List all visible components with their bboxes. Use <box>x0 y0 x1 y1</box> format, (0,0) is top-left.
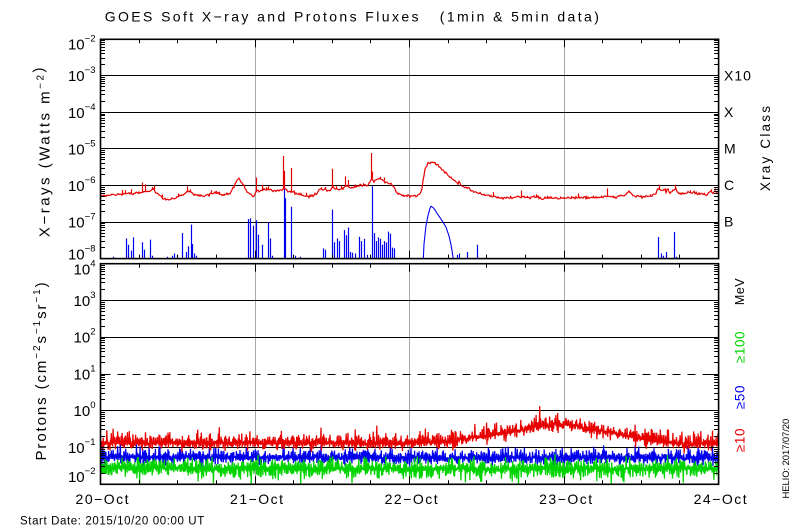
svg-text:20−Oct: 20−Oct <box>76 491 131 507</box>
svg-text:101: 101 <box>74 363 96 383</box>
svg-text:Protons (cm−2s−1sr−1): Protons (cm−2s−1sr−1) <box>32 281 50 461</box>
svg-text:X10: X10 <box>724 67 752 83</box>
svg-text:23−Oct: 23−Oct <box>539 491 594 507</box>
svg-text:C: C <box>724 177 735 193</box>
svg-text:HELIO: 2017/07/20: HELIO: 2017/07/20 <box>781 419 792 499</box>
svg-text:M: M <box>724 140 737 156</box>
svg-text:104: 104 <box>74 259 96 279</box>
svg-text:≥50: ≥50 <box>733 385 748 409</box>
svg-text:Xray Class: Xray Class <box>758 104 773 191</box>
svg-text:24−Oct: 24−Oct <box>694 491 749 507</box>
svg-text:X−rays (Watts m−2): X−rays (Watts m−2) <box>31 65 54 237</box>
svg-text:≥100: ≥100 <box>733 331 748 363</box>
svg-text:100: 100 <box>74 400 96 420</box>
svg-text:21−Oct: 21−Oct <box>230 491 285 507</box>
svg-text:102: 102 <box>74 327 96 347</box>
svg-text:X: X <box>724 104 734 120</box>
svg-text:22−Oct: 22−Oct <box>385 491 440 507</box>
svg-text:≥10: ≥10 <box>733 428 748 452</box>
svg-text:MeV: MeV <box>733 278 747 305</box>
svg-text:103: 103 <box>74 290 96 310</box>
svg-text:GOES Soft X−ray and Protons Fl: GOES Soft X−ray and Protons Fluxes (1min… <box>105 9 602 25</box>
svg-text:B: B <box>724 214 734 230</box>
svg-text:Start Date: 2015/10/20 00:00 U: Start Date: 2015/10/20 00:00 UT <box>20 516 205 528</box>
